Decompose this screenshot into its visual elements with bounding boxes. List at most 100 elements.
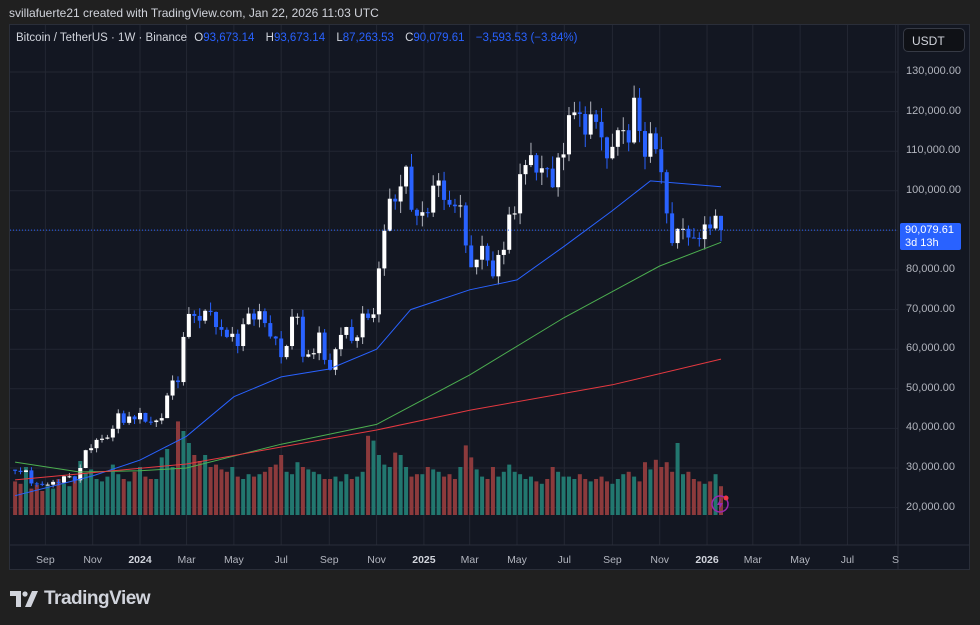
candle-body bbox=[539, 168, 544, 173]
volume-bar bbox=[23, 467, 28, 515]
open-value: 93,673.14 bbox=[203, 32, 255, 44]
currency-button[interactable]: USDT bbox=[903, 28, 965, 52]
time-axis-label: 2025 bbox=[412, 554, 436, 566]
change-value: −3,593.53 (−3.84%) bbox=[475, 32, 578, 44]
symbol-title[interactable]: Bitcoin / TetherUS · 1W · Binance bbox=[16, 32, 188, 44]
candle-body bbox=[414, 209, 419, 216]
time-axis-label: Mar bbox=[743, 554, 762, 566]
candle-body bbox=[610, 146, 615, 159]
price-axis-label: 50,000.00 bbox=[906, 381, 955, 394]
candle-body bbox=[132, 416, 137, 420]
volume-bar bbox=[338, 481, 343, 515]
candle-body bbox=[176, 380, 181, 383]
candle-body bbox=[241, 324, 246, 347]
candle-body bbox=[409, 166, 414, 210]
volume-bar bbox=[45, 486, 50, 515]
candle-body bbox=[105, 437, 110, 439]
volume-bar bbox=[534, 481, 539, 515]
time-axis-label: 2026 bbox=[695, 554, 719, 566]
candle-body bbox=[230, 333, 235, 337]
volume-bar bbox=[604, 481, 609, 515]
time-axis-label: 2024 bbox=[128, 554, 152, 566]
candle-body bbox=[18, 470, 23, 472]
volume-bar bbox=[94, 479, 99, 515]
candle-body bbox=[203, 310, 208, 321]
candle-body bbox=[648, 133, 653, 157]
candle-body bbox=[371, 314, 376, 318]
volume-bar bbox=[615, 479, 620, 515]
volume-bar bbox=[311, 471, 316, 515]
ohlc-legend: Bitcoin / TetherUS · 1W · Binance O93,67… bbox=[16, 32, 581, 44]
lightning-alert-icon bbox=[711, 495, 729, 513]
candle-body bbox=[148, 421, 153, 423]
time-axis-label: Mar bbox=[177, 554, 196, 566]
time-axis-label: Nov bbox=[650, 554, 670, 566]
candle-body bbox=[159, 418, 164, 421]
high-value: 93,673.14 bbox=[273, 32, 326, 44]
price-axis-label: 70,000.00 bbox=[906, 302, 955, 315]
volume-bar bbox=[99, 481, 104, 515]
volume-bar bbox=[224, 471, 229, 515]
time-axis-label: Mar bbox=[460, 554, 479, 566]
candle-body bbox=[691, 237, 696, 239]
candle-body bbox=[279, 338, 284, 358]
candle-body bbox=[550, 168, 555, 188]
volume-bar bbox=[322, 479, 327, 515]
candle-body bbox=[138, 412, 142, 420]
candle-body bbox=[29, 470, 34, 484]
candle-body bbox=[376, 268, 381, 315]
volume-bar bbox=[295, 462, 300, 515]
volume-bar bbox=[452, 479, 457, 515]
tradingview-logo[interactable]: TradingView bbox=[10, 588, 151, 610]
volume-bar bbox=[186, 443, 191, 515]
volume-bar bbox=[230, 467, 235, 515]
candle-body bbox=[523, 165, 528, 175]
candle-body bbox=[121, 413, 126, 423]
volume-bar bbox=[246, 474, 251, 515]
volume-bar bbox=[165, 449, 170, 515]
volume-bar bbox=[691, 479, 696, 515]
volume-bar bbox=[127, 481, 132, 515]
volume-bar bbox=[675, 443, 680, 515]
candle-body bbox=[681, 228, 685, 230]
time-axis-label: May bbox=[790, 554, 811, 566]
candle-body bbox=[490, 260, 495, 277]
candle-body bbox=[425, 212, 430, 214]
volume-bar bbox=[501, 471, 506, 515]
candle-body bbox=[713, 215, 718, 229]
candle-body bbox=[290, 316, 295, 347]
volume-bar bbox=[279, 455, 284, 515]
alert-dot-icon bbox=[723, 495, 729, 501]
low-label: L bbox=[336, 32, 343, 44]
candle-body bbox=[154, 420, 159, 423]
candle-body bbox=[480, 245, 485, 260]
candle-body bbox=[626, 130, 631, 143]
time-axis-label: Jul bbox=[840, 554, 855, 566]
volume-bar bbox=[78, 461, 83, 515]
candle-body bbox=[72, 476, 77, 481]
volume-bar bbox=[105, 476, 110, 515]
volume-bar bbox=[116, 474, 121, 515]
volume-bar bbox=[284, 471, 289, 515]
candle-body bbox=[566, 115, 571, 155]
volume-bar bbox=[713, 474, 718, 515]
candle-body bbox=[295, 316, 300, 318]
volume-bar bbox=[425, 467, 430, 515]
volume-bar bbox=[414, 474, 419, 515]
volume-bar bbox=[719, 486, 724, 515]
volume-bar bbox=[664, 462, 669, 515]
volume-bar bbox=[404, 467, 409, 515]
volume-bar bbox=[121, 479, 126, 515]
volume-bar bbox=[528, 476, 533, 515]
volume-bar bbox=[355, 476, 360, 515]
candle-body bbox=[94, 439, 99, 449]
volume-bar bbox=[474, 469, 479, 515]
volume-bar bbox=[463, 445, 468, 515]
close-value: 90,079.61 bbox=[413, 32, 465, 44]
candle-body bbox=[507, 214, 512, 250]
volume-bar bbox=[697, 481, 702, 515]
candle-body bbox=[235, 333, 240, 347]
price-axis-label: 80,000.00 bbox=[906, 263, 955, 275]
volume-bar bbox=[556, 471, 561, 515]
